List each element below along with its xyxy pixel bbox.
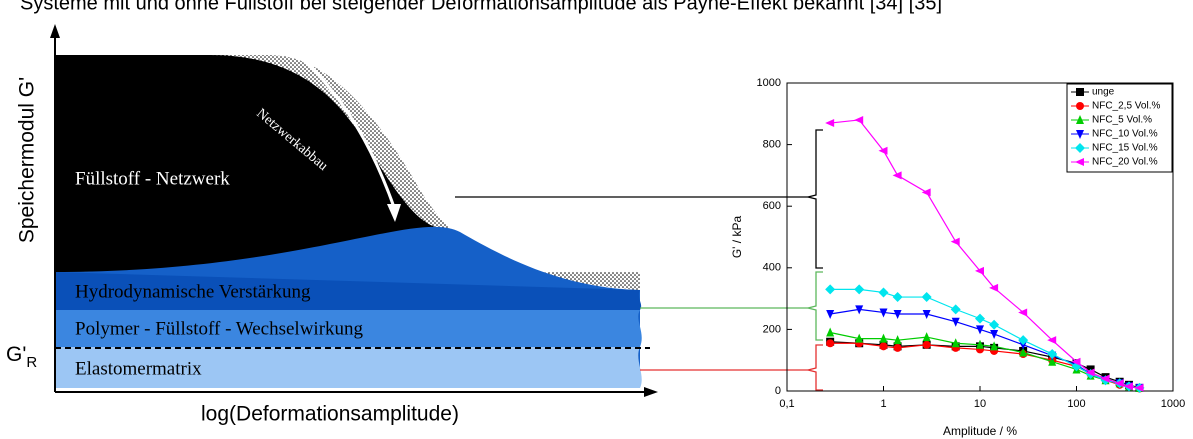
bracket <box>808 130 823 268</box>
polymer-label: Polymer - Füllstoff - Wechselwirkung <box>75 318 364 339</box>
point <box>854 116 863 124</box>
legend-label: NFC_10 Vol.% <box>1092 129 1158 140</box>
point <box>989 284 998 292</box>
point <box>879 287 889 297</box>
y-tick-label: 600 <box>763 200 781 212</box>
point <box>894 344 902 352</box>
arrow <box>50 24 60 38</box>
y-tick-label: 800 <box>763 139 781 151</box>
legend-marker <box>1076 102 1084 110</box>
point <box>826 339 834 347</box>
y-tick-label: 200 <box>763 323 781 335</box>
arrow <box>644 387 658 397</box>
y-tick-label: 1000 <box>757 77 781 89</box>
legend-label: unge <box>1092 87 1115 98</box>
bracket <box>808 272 823 340</box>
point <box>975 314 985 324</box>
x-tick-label: 1 <box>880 398 886 410</box>
gr-label: G'R <box>6 343 37 371</box>
point <box>922 292 932 302</box>
point <box>825 284 835 294</box>
point <box>893 171 902 179</box>
point <box>975 267 984 275</box>
bracket <box>808 345 823 390</box>
point <box>923 332 931 341</box>
point <box>879 147 888 155</box>
point <box>825 119 834 127</box>
diagram-x-label: log(Deformationsamplitude) <box>201 403 459 426</box>
point <box>989 320 999 330</box>
legend-label: NFC_2,5 Vol.% <box>1092 101 1160 112</box>
x-tick-label: 10 <box>974 398 986 410</box>
point <box>826 310 834 319</box>
y-tick-label: 400 <box>763 262 781 274</box>
hydro-label: Hydrodynamische Verstärkung <box>75 281 311 302</box>
diagram-y-label: Speichermodul G' <box>16 77 39 243</box>
legend-label: NFC_15 Vol.% <box>1092 143 1158 154</box>
matrix-label: Elastomermatrix <box>75 358 202 379</box>
x-axis-label: Amplitude / % <box>943 424 1017 438</box>
caption: Systeme mit und ohne Füllstoff bei steig… <box>20 0 942 14</box>
point <box>923 341 931 349</box>
legend-marker <box>1076 88 1084 96</box>
line <box>830 332 1139 387</box>
network-label: Füllstoff - Netzwerk <box>75 168 230 189</box>
point <box>880 342 888 350</box>
schematic: Füllstoff - Netzwerk Netzwerkabbau Hydro… <box>6 18 658 426</box>
point <box>854 284 864 294</box>
x-tick-label: 100 <box>1067 398 1085 410</box>
y-tick-label: 0 <box>775 385 781 397</box>
point <box>951 238 960 246</box>
point <box>951 304 961 314</box>
legend-label: NFC_20 Vol.% <box>1092 157 1158 168</box>
plot: Amplitude / % G' / kPa 02004006008001000… <box>730 77 1185 438</box>
series <box>826 327 1143 391</box>
legend-label: NFC_5 Vol.% <box>1092 115 1152 126</box>
gr-main: G' <box>6 343 26 366</box>
y-axis-label: G' / kPa <box>730 216 744 259</box>
line <box>830 342 1139 388</box>
figure: Systeme mit und ohne Füllstoff bei steig… <box>0 0 1193 439</box>
x-tick-label: 0,1 <box>779 398 794 410</box>
point <box>826 327 834 336</box>
x-tick-label: 1000 <box>1161 398 1185 410</box>
point <box>893 292 903 302</box>
gr-sub: R <box>26 354 37 371</box>
